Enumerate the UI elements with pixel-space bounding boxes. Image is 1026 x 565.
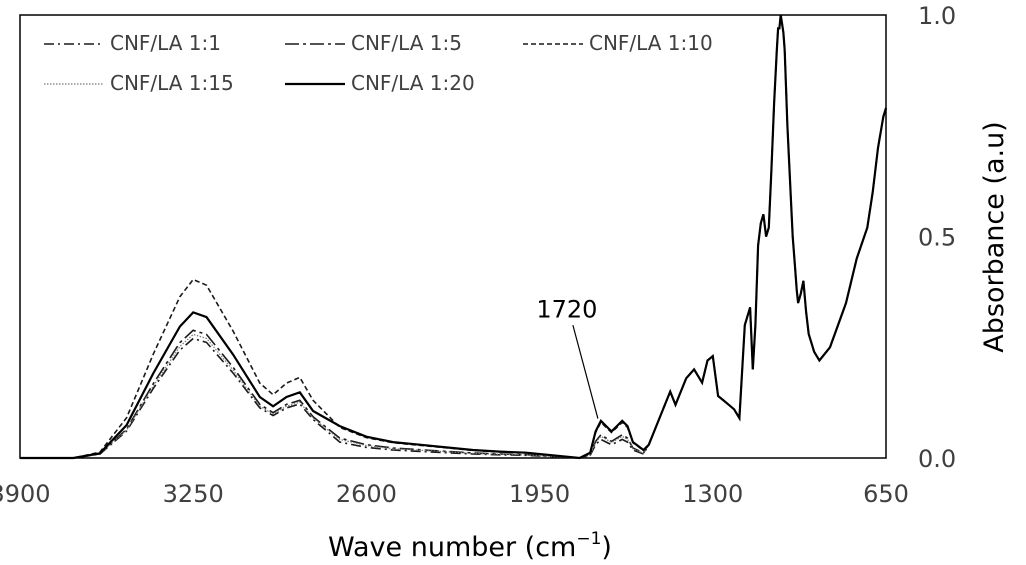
annotation-label: 1720 xyxy=(536,296,597,324)
x-tick-label: 650 xyxy=(863,480,909,508)
series-line-5 xyxy=(20,14,888,460)
plot-frame xyxy=(19,14,887,459)
x-axis-title-superscript: −1 xyxy=(576,529,601,549)
x-tick-labels: 3900 3250 2600 1950 1300 650 xyxy=(0,480,909,508)
series-layer xyxy=(20,14,888,460)
x-tick-label: 1300 xyxy=(682,480,743,508)
legend-label: CNF/LA 1:1 xyxy=(110,31,221,55)
legend-label: CNF/LA 1:15 xyxy=(110,71,234,95)
x-axis-title-end: ) xyxy=(601,532,612,563)
y-tick-label: 0.0 xyxy=(918,445,956,473)
legend-label: CNF/LA 1:10 xyxy=(589,31,713,55)
legend-label: CNF/LA 1:5 xyxy=(351,31,462,55)
y-tick-label: 1.0 xyxy=(918,2,956,30)
y-tick-label: 0.5 xyxy=(918,224,956,252)
y-axis-title: Absorbance (a.u) xyxy=(979,121,1010,352)
x-tick-label: 3900 xyxy=(0,480,51,508)
y-tick-labels: 0.0 0.5 1.0 xyxy=(918,2,956,473)
x-axis-title: Wave number (cm−1) xyxy=(328,529,612,563)
legend-label: CNF/LA 1:20 xyxy=(351,71,475,95)
x-tick-label: 3250 xyxy=(163,480,224,508)
x-tick-label: 1950 xyxy=(509,480,570,508)
legend: CNF/LA 1:1 CNF/LA 1:5 CNF/LA 1:10 CNF/LA 1:… xyxy=(44,31,713,95)
x-axis-title-main: Wave number (cm xyxy=(328,532,576,563)
annotation-line xyxy=(572,324,599,419)
x-tick-label: 2600 xyxy=(336,480,397,508)
